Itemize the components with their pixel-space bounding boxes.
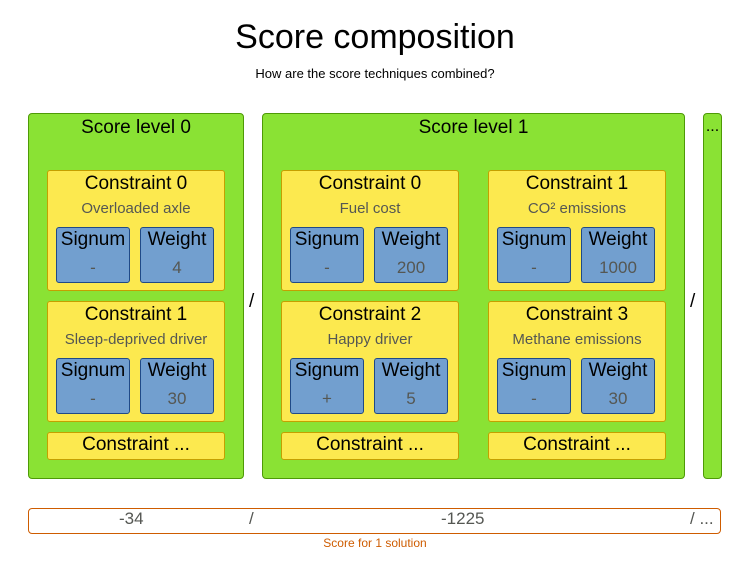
signum-label: Signum: [294, 360, 360, 381]
weight-box: Weight 1000: [581, 227, 655, 283]
signum-box: Signum -: [497, 227, 571, 283]
weight-label: Weight: [588, 229, 648, 250]
signum-label: Signum: [60, 229, 126, 250]
weight-label: Weight: [147, 360, 207, 381]
score-level-1: Score level 1 Constraint 0 Fuel cost Sig…: [262, 113, 685, 479]
signum-value: -: [531, 389, 537, 408]
signum-box: Signum -: [497, 358, 571, 414]
weight-label: Weight: [147, 229, 207, 250]
constraint-title: Constraint 0: [84, 173, 188, 194]
score-caption: Score for 1 solution: [323, 536, 427, 550]
weight-value: 1000: [599, 258, 637, 277]
weight-label: Weight: [381, 360, 441, 381]
signum-label: Signum: [501, 360, 567, 381]
level1-constraint-more-right: Constraint ...: [488, 432, 666, 460]
score-level-1-title: Score level 1: [418, 117, 529, 138]
signum-value: +: [322, 389, 332, 408]
level1-constraint-3: Constraint 3 Methane emissions Signum - …: [488, 301, 666, 422]
level1-constraint-0: Constraint 0 Fuel cost Signum - Weight 2…: [281, 170, 459, 291]
level0-constraint-0: Constraint 0 Overloaded axle Signum - We…: [47, 170, 225, 291]
score-separator: /: [249, 509, 254, 528]
signum-label: Signum: [501, 229, 567, 250]
signum-label: Signum: [60, 360, 126, 381]
level0-constraint-1: Constraint 1 Sleep-deprived driver Signu…: [47, 301, 225, 422]
constraint-title: Constraint 0: [318, 173, 422, 194]
score-separator-more: / ...: [690, 509, 714, 528]
diagram-title: Score composition: [235, 18, 515, 56]
score-level-0-title: Score level 0: [81, 117, 191, 138]
weight-box: Weight 30: [140, 358, 214, 414]
level1-constraint-more-left: Constraint ...: [281, 432, 459, 460]
level-separator: /: [690, 291, 696, 312]
constraint-title: Constraint 2: [318, 304, 422, 325]
diagram-subtitle: How are the score techniques combined?: [255, 66, 495, 81]
weight-value: 5: [406, 389, 416, 408]
weight-value: 4: [172, 258, 182, 277]
signum-box: Signum -: [56, 358, 130, 414]
signum-value: -: [324, 258, 330, 277]
level1-constraint-1: Constraint 1 CO² emissions Signum - Weig…: [488, 170, 666, 291]
weight-label: Weight: [381, 229, 441, 250]
score-level-0: Score level 0 Constraint 0 Overloaded ax…: [28, 113, 244, 479]
signum-value: -: [90, 258, 96, 277]
weight-box: Weight 30: [581, 358, 655, 414]
signum-box: Signum +: [290, 358, 364, 414]
weight-value: 30: [608, 389, 628, 408]
signum-value: -: [90, 389, 96, 408]
signum-box: Signum -: [290, 227, 364, 283]
score-level-more-title: ...: [705, 118, 720, 135]
score-bar: [28, 508, 721, 534]
signum-label: Signum: [294, 229, 360, 250]
level0-constraint-more: Constraint ...: [47, 432, 225, 460]
weight-value: 30: [167, 389, 187, 408]
constraint-title: Constraint 1: [84, 304, 188, 325]
signum-value: -: [531, 258, 537, 277]
weight-box: Weight 200: [374, 227, 448, 283]
weight-box: Weight 4: [140, 227, 214, 283]
weight-box: Weight 5: [374, 358, 448, 414]
constraint-name: Happy driver: [327, 331, 413, 348]
constraint-title: Constraint 3: [525, 304, 629, 325]
score-level-1-value: -1225: [441, 509, 485, 528]
score-level-more: ...: [703, 113, 722, 479]
level1-constraint-2: Constraint 2 Happy driver Signum + Weigh…: [281, 301, 459, 422]
constraint-name: Fuel cost: [339, 200, 401, 217]
level-separator: /: [249, 291, 255, 312]
weight-value: 200: [396, 258, 426, 277]
signum-box: Signum -: [56, 227, 130, 283]
score-level-0-value: -34: [119, 509, 144, 528]
constraint-title: Constraint 1: [525, 173, 629, 194]
weight-label: Weight: [588, 360, 648, 381]
constraint-name: Overloaded axle: [81, 200, 191, 217]
constraint-name: CO² emissions: [527, 200, 627, 217]
constraint-name: Methane emissions: [512, 331, 642, 348]
constraint-name: Sleep-deprived driver: [64, 331, 208, 348]
